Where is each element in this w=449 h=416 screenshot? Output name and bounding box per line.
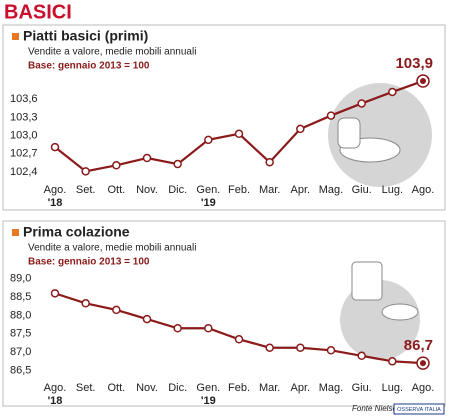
marker (296, 124, 305, 134)
x-tick-label: Set. (76, 184, 96, 196)
x-tick-label: Feb. (228, 184, 250, 196)
y-tick-label: 102,7 (10, 148, 38, 160)
value-label: 86,7 (404, 337, 433, 354)
panel (2, 24, 446, 211)
marker (173, 159, 182, 169)
marker (265, 343, 274, 352)
x-tick-label: Dic. (168, 382, 187, 394)
marker (112, 161, 121, 170)
x-tick-label: Mar. (259, 184, 280, 196)
year-label: '18 (48, 197, 63, 209)
value-label: 103,9 (395, 55, 433, 72)
source: Fonte Nielsen (352, 404, 402, 413)
year-label: '19 (201, 395, 216, 407)
x-tick-label: Set. (76, 382, 96, 394)
y-tick-label: 87,0 (10, 346, 31, 358)
y-tick-label: 102,4 (10, 166, 38, 178)
x-tick-label: Gen. (196, 184, 220, 196)
x-tick-label: Mag. (319, 382, 343, 394)
illustration (351, 261, 383, 301)
y-tick-label: 103,6 (10, 93, 38, 105)
title-marker (12, 229, 19, 236)
marker (420, 360, 426, 367)
marker (357, 99, 366, 108)
marker (265, 157, 274, 167)
x-tick-label: Feb. (228, 382, 250, 394)
y-tick-label: 103,3 (10, 111, 38, 123)
header: BASICI (4, 1, 72, 23)
x-tick-label: Ott. (107, 184, 125, 196)
year-label: '18 (48, 395, 63, 407)
x-tick-label: Mar. (259, 382, 280, 394)
y-tick-label: 88,5 (10, 291, 31, 303)
x-tick-label: Gen. (196, 382, 220, 394)
marker (204, 135, 213, 145)
marker (81, 167, 90, 176)
x-tick-label: Giu. (352, 382, 372, 394)
x-tick-label: Mag. (319, 184, 343, 196)
marker (357, 351, 366, 361)
y-tick-label: 86,5 (10, 364, 31, 376)
x-tick-label: Dic. (168, 184, 187, 196)
marker (388, 87, 397, 97)
chart-subtitle: Vendite a valore, medie mobili annuali (28, 243, 196, 254)
x-tick-label: Ago. (412, 184, 435, 196)
marker (388, 357, 397, 366)
marker (204, 324, 213, 333)
chart-title: Piatti basici (primi) (23, 28, 148, 44)
marker (234, 129, 244, 139)
panel (2, 220, 446, 407)
marker (142, 314, 152, 324)
marker (81, 299, 90, 308)
year-label: '19 (201, 197, 216, 209)
y-tick-label: 88,0 (10, 309, 31, 321)
chart-subtitle: Vendite a valore, medie mobili annuali (28, 47, 196, 58)
x-tick-label: Giu. (352, 184, 372, 196)
y-tick-label: 89,0 (10, 273, 31, 285)
y-tick-label: 103,0 (10, 129, 38, 141)
x-tick-label: Lug. (382, 184, 403, 196)
marker (142, 153, 152, 163)
marker (173, 324, 182, 333)
x-tick-label: Apr. (291, 184, 311, 196)
base-note: Base: gennaio 2013 = 100 (28, 257, 150, 268)
y-tick-label: 87,5 (10, 328, 31, 340)
x-tick-label: Ago. (44, 184, 67, 196)
x-tick-label: Nov. (136, 184, 158, 196)
illustration (381, 303, 419, 321)
x-tick-label: Lug. (382, 382, 403, 394)
marker (326, 111, 336, 120)
logo: OSSERVA ITALIA (397, 407, 441, 413)
marker (50, 289, 60, 298)
title-marker (12, 33, 19, 40)
x-tick-label: Ago. (412, 382, 435, 394)
marker (50, 142, 60, 152)
base-note: Base: gennaio 2013 = 100 (28, 61, 150, 72)
marker (234, 335, 244, 344)
x-tick-label: Apr. (291, 382, 311, 394)
logo-box (393, 403, 445, 415)
illustration-bg (328, 83, 432, 187)
marker (326, 346, 336, 355)
chart-title: Prima colazione (23, 224, 130, 240)
marker (112, 305, 121, 315)
marker (296, 343, 305, 352)
x-tick-label: Ago. (44, 382, 67, 394)
x-tick-label: Nov. (136, 382, 158, 394)
marker (420, 78, 426, 85)
x-tick-label: Ott. (107, 382, 125, 394)
illustration (337, 117, 361, 149)
